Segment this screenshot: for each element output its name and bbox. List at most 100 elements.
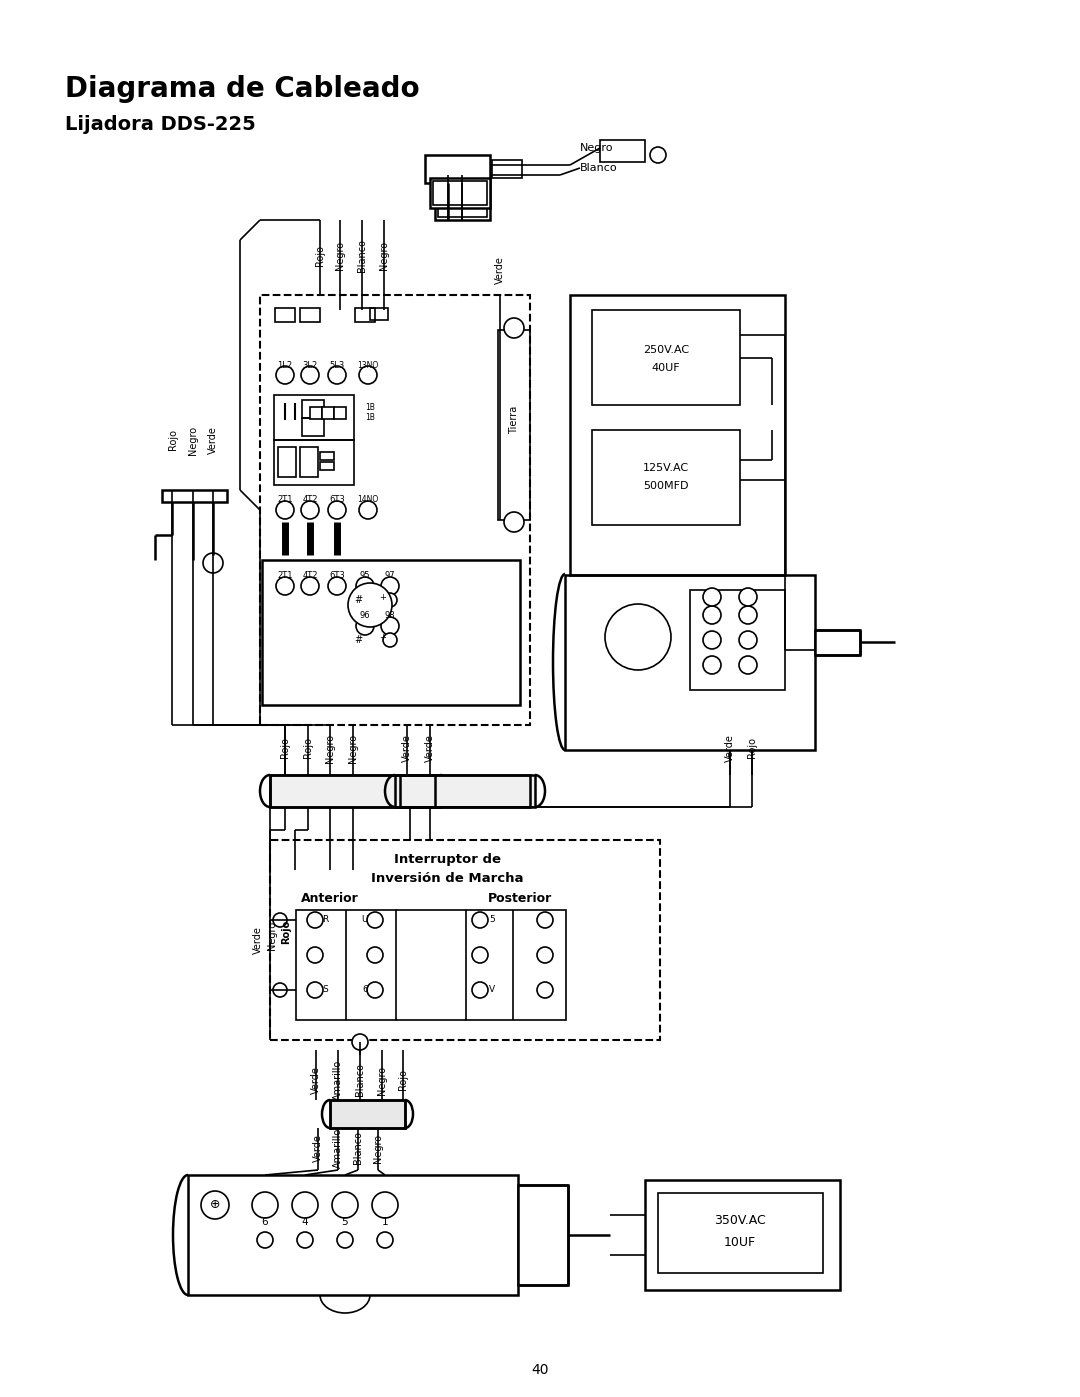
Text: 6T3: 6T3	[329, 570, 345, 580]
Text: Verde: Verde	[495, 256, 505, 284]
Bar	[815, 630, 860, 655]
Bar	[262, 560, 519, 705]
Bar	[465, 909, 566, 1020]
Text: R: R	[322, 915, 328, 925]
Text: Blanco: Blanco	[580, 163, 618, 173]
Circle shape	[377, 1232, 393, 1248]
Text: Inversión de Marcha: Inversión de Marcha	[370, 872, 523, 884]
Bar	[395, 775, 535, 807]
Bar	[300, 447, 318, 476]
Circle shape	[472, 947, 488, 963]
Circle shape	[537, 947, 553, 963]
Text: Amarillo: Amarillo	[333, 1060, 343, 1099]
Bar	[600, 140, 645, 162]
Circle shape	[739, 588, 757, 606]
Bar	[518, 1185, 568, 1285]
Text: 250V.AC: 250V.AC	[643, 345, 689, 355]
Bar	[162, 490, 227, 502]
Circle shape	[301, 502, 319, 520]
Text: Rojo: Rojo	[303, 738, 313, 759]
Circle shape	[367, 982, 383, 997]
Text: Verde: Verde	[253, 926, 264, 954]
Text: 98: 98	[384, 610, 395, 619]
Bar	[492, 161, 522, 177]
Circle shape	[359, 366, 377, 384]
Bar	[278, 447, 296, 476]
Text: Amarillo: Amarillo	[333, 1127, 343, 1168]
Text: Negro: Negro	[377, 1066, 387, 1095]
Circle shape	[472, 982, 488, 997]
Circle shape	[703, 657, 721, 673]
Bar	[426, 155, 490, 183]
Text: U: U	[362, 915, 368, 925]
Bar	[274, 440, 354, 485]
Text: 5: 5	[489, 915, 495, 925]
Bar	[320, 453, 334, 460]
Circle shape	[381, 617, 399, 636]
Text: 4T2: 4T2	[302, 496, 318, 504]
Text: 95: 95	[360, 570, 370, 580]
Circle shape	[328, 366, 346, 384]
Circle shape	[383, 592, 397, 608]
Text: Posterior: Posterior	[488, 891, 552, 904]
Text: Tierra: Tierra	[509, 407, 519, 434]
Text: Negro: Negro	[379, 240, 389, 270]
Bar	[270, 840, 660, 1039]
Bar	[334, 407, 346, 419]
Text: #: #	[354, 636, 362, 645]
Text: 125V.AC: 125V.AC	[643, 462, 689, 474]
Text: 6: 6	[362, 985, 368, 995]
Bar	[270, 775, 440, 807]
Text: 2T1: 2T1	[278, 496, 293, 504]
Circle shape	[703, 631, 721, 650]
Circle shape	[367, 912, 383, 928]
Text: 4T2: 4T2	[302, 570, 318, 580]
Circle shape	[307, 912, 323, 928]
Circle shape	[348, 583, 392, 627]
Circle shape	[537, 982, 553, 997]
Text: 350V.AC: 350V.AC	[714, 1214, 766, 1227]
Text: Rojo: Rojo	[281, 919, 291, 944]
Circle shape	[605, 604, 671, 671]
Text: Anterior: Anterior	[301, 891, 359, 904]
Text: Negro: Negro	[267, 921, 276, 950]
Bar	[498, 330, 530, 520]
Circle shape	[703, 588, 721, 606]
Bar	[270, 775, 435, 807]
Bar	[320, 462, 334, 469]
Text: Negro: Negro	[325, 733, 335, 763]
Bar	[565, 576, 815, 750]
Circle shape	[381, 577, 399, 595]
Circle shape	[703, 606, 721, 624]
Circle shape	[739, 631, 757, 650]
Text: 2T1: 2T1	[278, 570, 293, 580]
Text: Blanco: Blanco	[357, 239, 367, 271]
Text: 6T3: 6T3	[329, 496, 345, 504]
Circle shape	[257, 1232, 273, 1248]
Text: 96: 96	[360, 610, 370, 619]
Text: Verde: Verde	[311, 1066, 321, 1094]
Circle shape	[276, 502, 294, 520]
Text: 97: 97	[384, 570, 395, 580]
Text: 6: 6	[261, 1217, 268, 1227]
Text: 14NO: 14NO	[357, 496, 379, 504]
Circle shape	[301, 366, 319, 384]
Circle shape	[273, 914, 287, 928]
Bar	[400, 775, 530, 807]
Text: S: S	[322, 985, 328, 995]
Text: Verde: Verde	[208, 426, 218, 454]
Text: Negro: Negro	[580, 142, 613, 154]
Text: Interruptor de: Interruptor de	[393, 854, 500, 866]
Circle shape	[307, 947, 323, 963]
Text: 5: 5	[341, 1217, 349, 1227]
Text: #: #	[354, 595, 362, 605]
Circle shape	[504, 511, 524, 532]
Bar	[300, 307, 320, 321]
Text: 1B: 1B	[365, 404, 375, 412]
Circle shape	[367, 947, 383, 963]
Text: +: +	[379, 592, 387, 602]
Bar	[438, 189, 487, 217]
Text: Lijadora DDS-225: Lijadora DDS-225	[65, 115, 256, 134]
Text: Verde: Verde	[426, 733, 435, 761]
Circle shape	[328, 502, 346, 520]
